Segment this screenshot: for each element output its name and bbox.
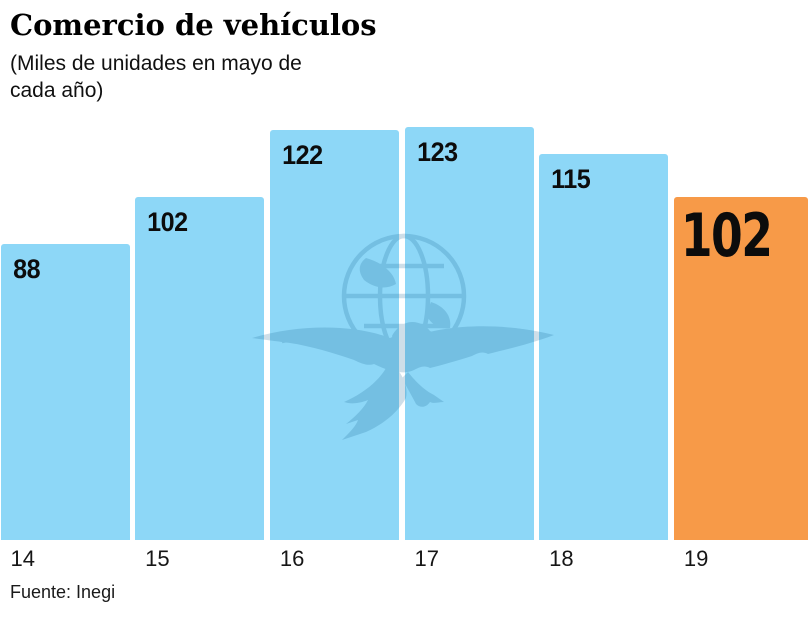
bar-value-label: 88 [12,254,40,284]
bar-highlighted: 102 [673,197,808,540]
x-axis-tick-label: 15 [145,546,170,571]
bar: 123 [404,127,534,540]
x-axis-labels: 14 15 16 17 18 19 [0,540,808,574]
bar-value-label: 123 [416,137,458,167]
chart-title: Comercio de vehículos [10,8,377,42]
bar-value-label: 122 [281,140,323,170]
bar: 122 [269,130,399,540]
bar-value-label: 102 [147,207,188,237]
plot-area: 88 102 122 123 115 102 [0,127,808,540]
source-note: Fuente: Inegi [10,582,116,602]
bar-value-label: 102 [680,201,773,271]
chart-header: Comercio de vehículos (Miles de unidades… [10,8,377,105]
bar-value-label: 115 [551,164,591,194]
x-axis-tick-label: 18 [549,546,574,571]
bar: 88 [0,244,130,540]
bar: 115 [539,154,669,540]
x-axis-tick-label: 19 [683,546,709,571]
bar: 102 [135,197,265,540]
chart-subtitle: (Miles de unidades en mayo de cada año) [10,51,302,102]
x-axis-tick-label: 16 [279,546,305,571]
x-axis-tick-label: 14 [10,546,35,571]
x-axis-tick-label: 17 [414,546,439,571]
